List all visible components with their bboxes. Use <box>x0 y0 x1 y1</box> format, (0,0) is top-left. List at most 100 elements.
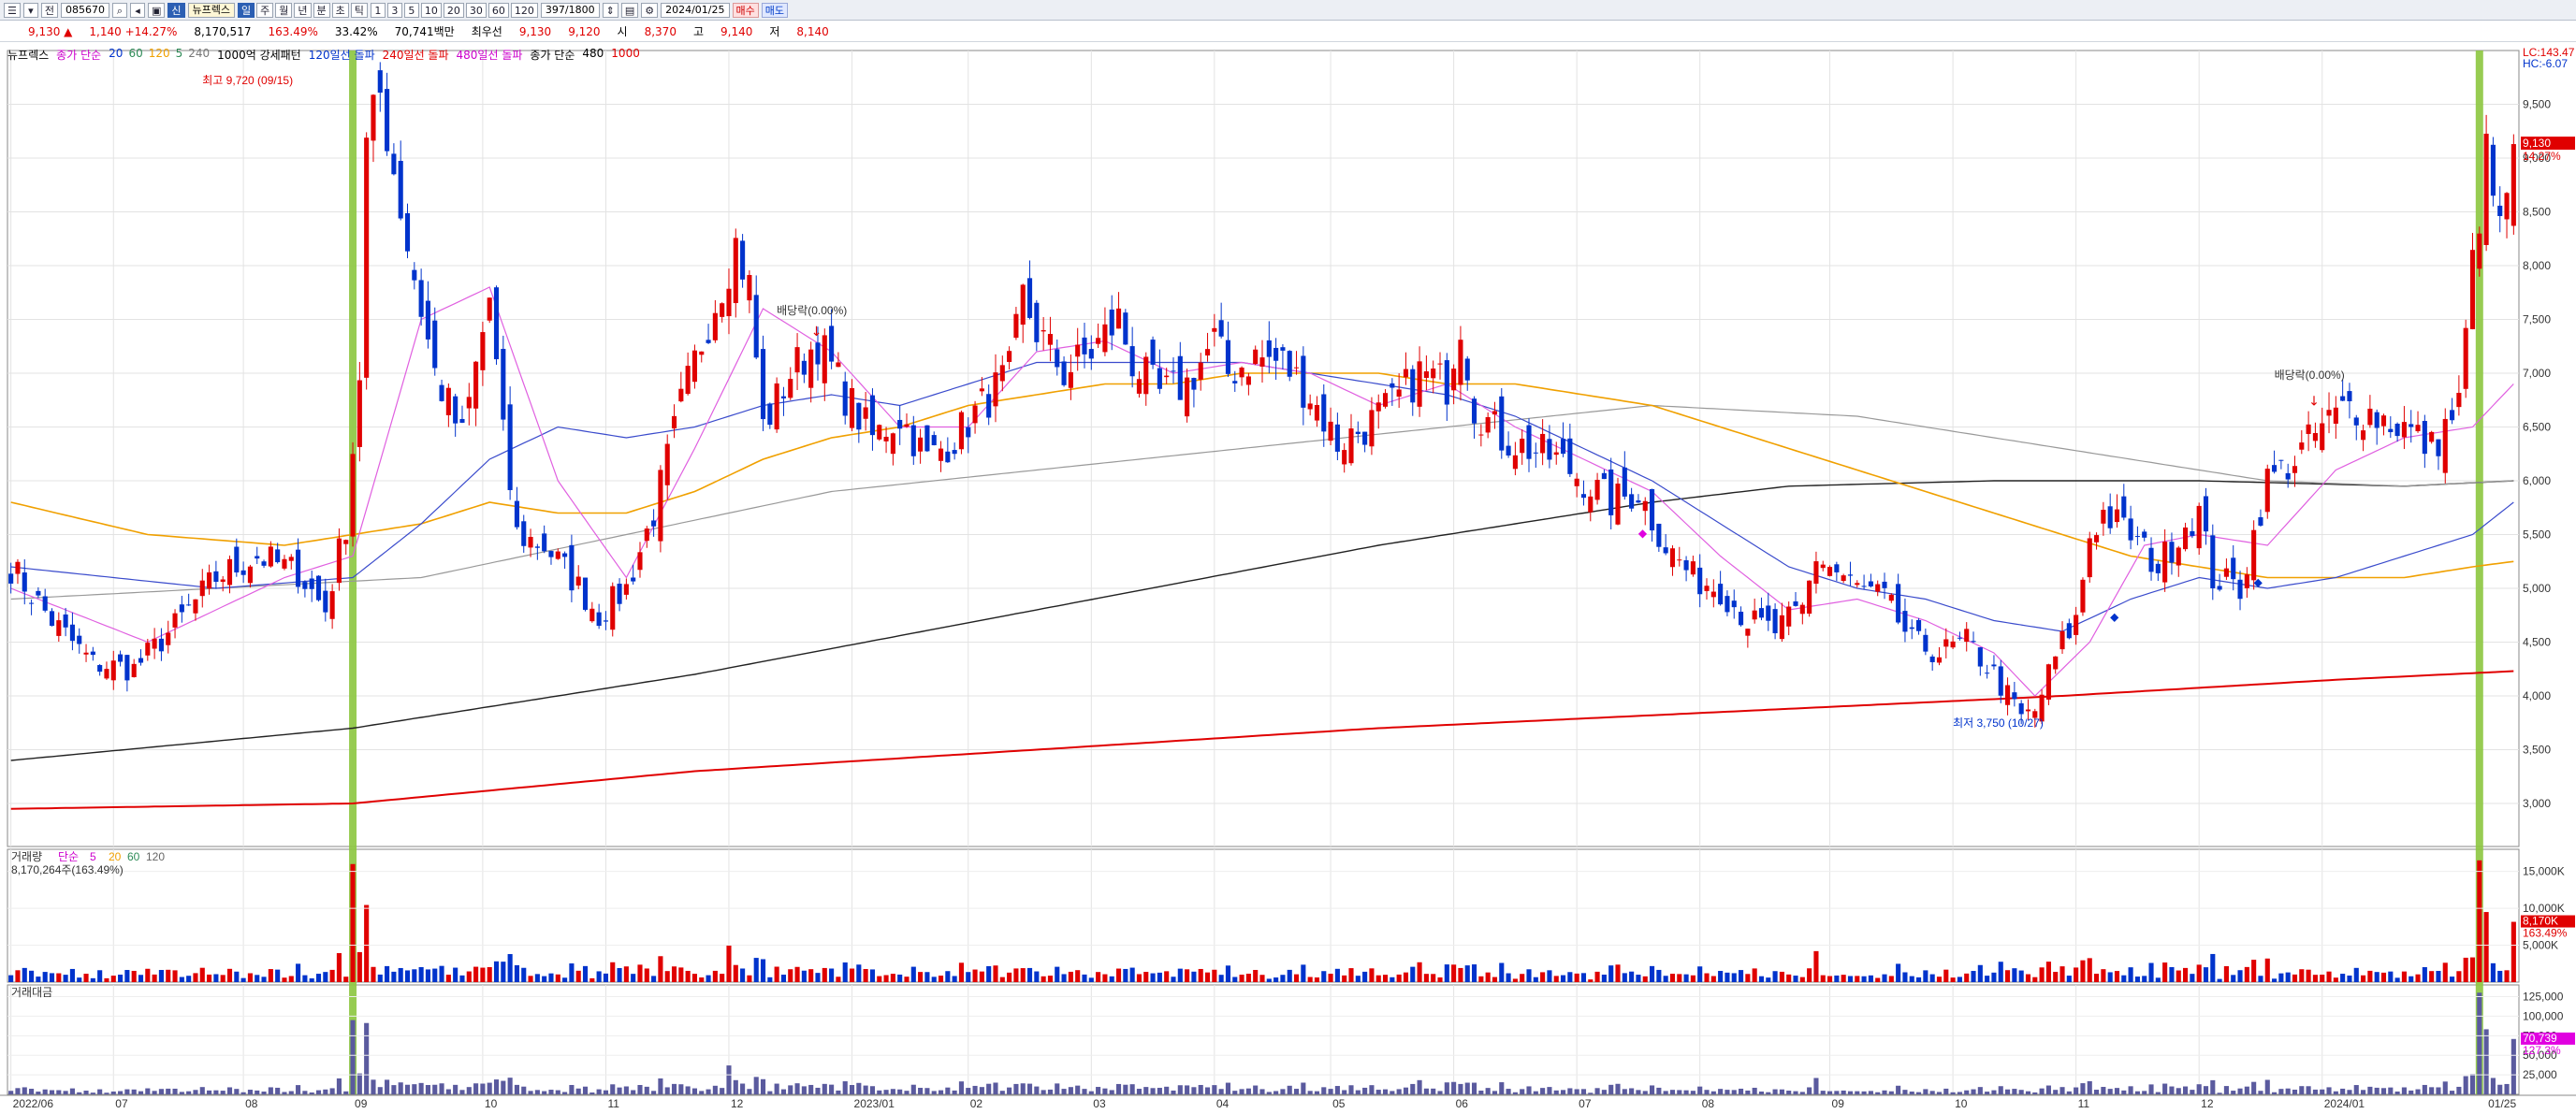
search-icon[interactable]: ⌕ <box>112 2 127 18</box>
volume-bar <box>1896 963 1901 982</box>
amount-bar <box>1731 1090 1737 1094</box>
period-button-일[interactable]: 일 <box>238 2 255 18</box>
amount-bar <box>487 1082 492 1094</box>
amount-bar <box>740 1083 746 1094</box>
candle-body <box>110 660 116 681</box>
interval-button-10[interactable]: 10 <box>420 2 442 18</box>
interval-button-1[interactable]: 1 <box>370 2 386 18</box>
mode-select[interactable]: 전 <box>40 2 58 18</box>
volume-bar <box>2347 975 2352 982</box>
volume-bar <box>83 974 89 982</box>
gear-icon[interactable]: ⚙ <box>641 2 659 18</box>
period-button-틱[interactable]: 틱 <box>350 2 368 18</box>
zoom-icon[interactable]: ⇕ <box>602 2 619 18</box>
candle-body <box>1041 330 1046 332</box>
volume-bar <box>323 972 328 982</box>
period-button-분[interactable]: 분 <box>313 2 330 18</box>
amount-bar <box>425 1085 430 1094</box>
amount-bar <box>555 1090 560 1094</box>
amount-bar <box>999 1091 1005 1094</box>
panel-border <box>7 50 2520 847</box>
amount-bar <box>1663 1091 1668 1094</box>
candle-body <box>1841 575 1846 582</box>
amount-bar <box>1847 1091 1854 1094</box>
period-button-초[interactable]: 초 <box>331 2 349 18</box>
count-input[interactable]: 397/1800 <box>540 2 600 18</box>
volume-bar <box>2196 964 2202 982</box>
amount-bar <box>2176 1088 2181 1094</box>
lock-icon[interactable]: ▣ <box>148 2 166 18</box>
volume-bar <box>1471 964 1477 982</box>
volume-bar <box>1458 967 1463 982</box>
volume-tag: 8,170K <box>2523 915 2558 928</box>
candle-body <box>918 437 924 452</box>
interval-button-3[interactable]: 3 <box>386 2 402 18</box>
candle-body <box>1102 324 1108 353</box>
candle-body <box>2107 506 2113 528</box>
candle-body <box>2409 424 2414 427</box>
interval-button-20[interactable]: 20 <box>443 2 464 18</box>
candle-body <box>29 602 35 604</box>
volume-bar <box>890 974 895 982</box>
volume-bar <box>1191 971 1197 982</box>
candle-body <box>2511 144 2516 226</box>
amount-bar <box>869 1086 876 1094</box>
interval-button-30[interactable]: 30 <box>465 2 487 18</box>
candle-body <box>282 558 287 569</box>
price-tick-label: 5,000 <box>2523 582 2551 595</box>
prev-icon[interactable]: ◂ <box>130 2 145 18</box>
sell-button[interactable]: 매도 <box>761 2 788 18</box>
candle-body <box>877 425 882 440</box>
amount-bar <box>2032 1092 2038 1094</box>
volume-bar <box>945 971 951 982</box>
candle-body <box>1506 445 1511 456</box>
date-input[interactable]: 2024/01/25 <box>661 2 730 18</box>
candle-body <box>2190 530 2195 536</box>
interval-buttons: 1 3 5 10 20 30 60 120 <box>370 2 538 18</box>
volume-bar <box>2183 967 2189 982</box>
candle-body <box>2401 422 2407 438</box>
interval-button-120[interactable]: 120 <box>510 2 538 18</box>
volume-bar <box>1697 966 1703 982</box>
volume: 8,170,517 <box>194 24 252 38</box>
candle-body <box>240 570 246 575</box>
candle-body <box>213 571 219 582</box>
amount-bar <box>733 1079 738 1094</box>
candle-body <box>1725 596 1730 613</box>
period-button-주[interactable]: 주 <box>256 2 274 18</box>
candle-body <box>1307 403 1313 410</box>
candle-body <box>2320 423 2325 451</box>
interval-button-60[interactable]: 60 <box>488 2 509 18</box>
stock-chart[interactable]: 2022/06 07 08 09 10 11 12 2023/01 02 03 04 05 06 07 08… <box>0 43 2576 1114</box>
save-icon[interactable]: ▤ <box>620 2 639 18</box>
amount-bar <box>1704 1090 1710 1094</box>
candle-body <box>2237 579 2243 600</box>
period-button-년[interactable]: 년 <box>294 2 312 18</box>
candle-body <box>548 551 554 557</box>
menu-icon[interactable]: ☰ <box>4 2 21 18</box>
period-button-월[interactable]: 월 <box>275 2 293 18</box>
interval-button-5[interactable]: 5 <box>403 2 419 18</box>
volume-bar <box>1444 964 1449 982</box>
amount-bar <box>1082 1089 1087 1094</box>
volume-bar <box>699 977 705 982</box>
candle-body <box>2059 630 2065 650</box>
candle-body <box>2490 144 2496 196</box>
candle-body <box>2101 509 2106 524</box>
amount-bar <box>2128 1086 2133 1094</box>
stock-code-input[interactable]: 085670 <box>61 2 109 18</box>
candle-body <box>56 620 62 636</box>
candle-body <box>1971 641 1976 643</box>
legend-extra-ma-label: 종가 단순 <box>530 49 575 62</box>
candle-body <box>1280 347 1286 351</box>
amount-bar <box>596 1089 602 1094</box>
volume-bar <box>2353 967 2359 982</box>
candle-body <box>2347 391 2352 401</box>
dropdown-icon[interactable]: ▾ <box>22 2 38 18</box>
volume-bar <box>1642 976 1648 982</box>
amount-bar <box>2469 1074 2476 1094</box>
stock-name[interactable]: 뉴프렉스 <box>187 2 236 18</box>
candle-body <box>1697 567 1703 595</box>
buy-button[interactable]: 매수 <box>732 2 759 18</box>
volume-bar <box>1198 968 1203 982</box>
